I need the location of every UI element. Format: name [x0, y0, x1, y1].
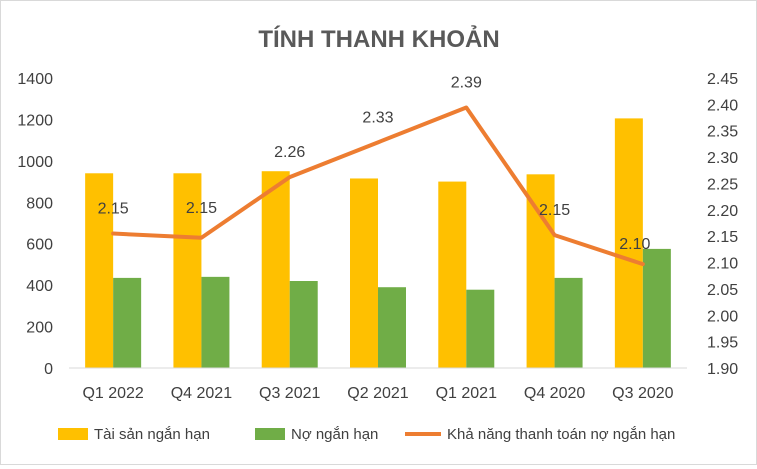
legend-swatch-1	[255, 428, 285, 440]
line-data-label-2: 2.26	[274, 144, 305, 161]
bar-no-ngan-han-3	[378, 287, 406, 368]
legend-label-2: Khả năng thanh toán nợ ngắn hạn	[447, 426, 675, 443]
legend-label-1: Nợ ngắn hạn	[291, 426, 378, 443]
right-y-tick-label-1: 1.95	[707, 335, 738, 352]
left-y-tick-label-5: 1000	[17, 154, 53, 171]
bar-tai-san-ngan-han-3	[350, 178, 378, 368]
right-y-tick-label-6: 2.20	[707, 203, 738, 220]
right-y-tick-label-10: 2.40	[707, 97, 738, 114]
right-y-tick-label-7: 2.25	[707, 176, 738, 193]
right-y-tick-label-11: 2.45	[707, 71, 738, 88]
left-y-tick-label-0: 0	[44, 361, 53, 378]
bars-group	[85, 118, 671, 369]
bar-no-ngan-han-5	[554, 277, 583, 368]
bar-no-ngan-han-0	[113, 277, 142, 368]
right-y-tick-label-4: 2.10	[707, 256, 738, 273]
chart-title: TÍNH THANH KHOẢN	[258, 24, 499, 53]
right-y-tick-label-8: 2.30	[707, 150, 738, 167]
right-y-tick-label-2: 2.00	[707, 308, 738, 325]
left-y-axis: 0 200 400 600 800 1000 1200 1400	[17, 71, 53, 378]
bar-no-ngan-han-2	[289, 281, 318, 368]
x-tick-label-0: Q1 2022	[82, 385, 143, 402]
x-tick-label-1: Q4 2021	[171, 385, 232, 402]
line-data-label-6: 2.10	[619, 236, 650, 253]
line-data-label-5: 2.15	[539, 202, 570, 219]
right-y-tick-label-5: 2.15	[707, 229, 738, 246]
x-axis: Q1 2022 Q4 2021 Q3 2021 Q2 2021 Q1 2021 Q4 20…	[69, 367, 687, 402]
bar-no-ngan-han-6	[642, 248, 671, 368]
x-tick-label-3: Q2 2021	[347, 385, 408, 402]
legend-label-0: Tài sản ngắn hạn	[94, 426, 210, 443]
left-y-tick-label-6: 1200	[17, 112, 53, 129]
bar-no-ngan-han-4	[466, 289, 495, 368]
bar-tai-san-ngan-han-0	[85, 173, 114, 368]
bar-tai-san-ngan-han-4	[438, 181, 467, 368]
right-y-axis: 1.90 1.95 2.00 2.05 2.10 2.15 2.20 2.25 2.30 2.35…	[707, 71, 738, 378]
bar-tai-san-ngan-han-5	[526, 174, 555, 368]
right-y-tick-label-0: 1.90	[707, 361, 738, 378]
x-tick-label-5: Q4 2020	[524, 385, 585, 402]
line-data-label-0: 2.15	[98, 201, 129, 218]
bar-tai-san-ngan-han-2	[261, 171, 290, 368]
legend-swatch-0	[58, 428, 88, 440]
left-y-tick-label-7: 1400	[17, 71, 53, 88]
left-y-tick-label-4: 800	[26, 195, 53, 212]
right-y-tick-label-9: 2.35	[707, 124, 738, 141]
x-tick-label-6: Q3 2020	[612, 385, 673, 402]
line-data-label-4: 2.39	[451, 75, 482, 92]
line-series-group: 2.15 2.15 2.26 2.33 2.39 2.15 2.10	[98, 75, 651, 267]
bar-tai-san-ngan-han-1	[173, 173, 202, 368]
line-data-label-3: 2.33	[362, 109, 393, 126]
bar-no-ngan-han-1	[201, 276, 230, 368]
left-y-tick-label-2: 400	[26, 278, 53, 295]
left-y-tick-label-1: 200	[26, 320, 53, 337]
bar-tai-san-ngan-han-6	[614, 118, 643, 369]
x-tick-label-4: Q1 2021	[436, 385, 497, 402]
right-y-tick-label-3: 2.05	[707, 282, 738, 299]
legend: Tài sản ngắn hạn Nợ ngắn hạn Khả năng than…	[58, 426, 675, 443]
left-y-tick-label-3: 600	[26, 237, 53, 254]
x-tick-label-2: Q3 2021	[259, 385, 320, 402]
line-kha-nang-thanh-toan	[111, 105, 645, 267]
line-data-label-1: 2.15	[186, 200, 217, 217]
